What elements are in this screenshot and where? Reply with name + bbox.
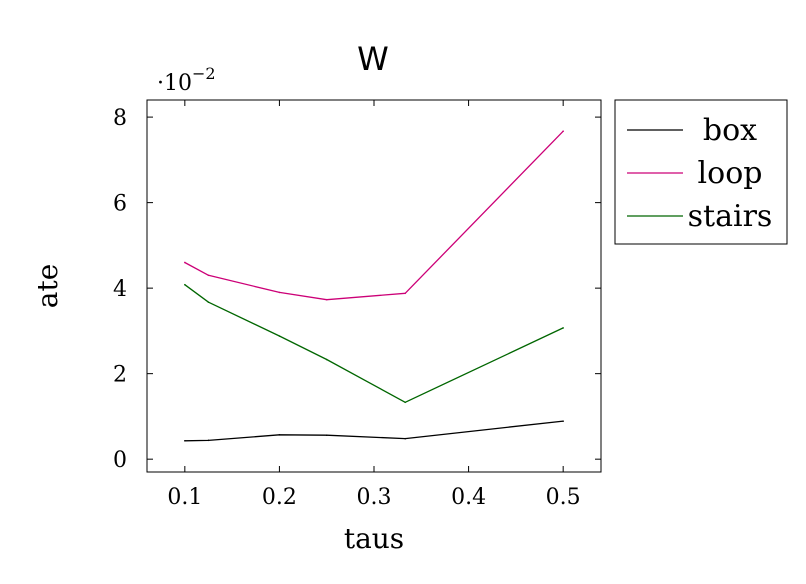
data-point-box bbox=[562, 420, 564, 422]
y-tick-label: 8 bbox=[113, 106, 127, 131]
data-point-stairs bbox=[325, 358, 328, 361]
data-point-loop bbox=[404, 292, 407, 295]
data-point-loop bbox=[184, 261, 186, 264]
legend-label-loop: loop bbox=[698, 156, 763, 191]
data-point-box bbox=[404, 437, 407, 440]
x-tick-label: 0.5 bbox=[546, 485, 581, 510]
data-point-box bbox=[278, 434, 281, 436]
y-tick-label: 6 bbox=[113, 192, 127, 217]
plot-frame bbox=[146, 99, 602, 473]
data-point-loop bbox=[207, 274, 210, 277]
series-line-box bbox=[184, 420, 564, 442]
data-point-box bbox=[207, 439, 210, 442]
x-tick-label: 0.4 bbox=[451, 485, 486, 510]
y-axis-title: ate bbox=[31, 264, 64, 309]
y-axis-scale-factor: ·10−2 bbox=[157, 64, 216, 96]
series-line-loop bbox=[184, 130, 564, 301]
y-axis-ticks: 0 2 4 6 8 bbox=[113, 106, 601, 473]
x-tick-label: 0.1 bbox=[167, 485, 202, 510]
y-tick-label: 2 bbox=[113, 363, 127, 388]
series-lines bbox=[184, 130, 564, 442]
data-point-box bbox=[184, 439, 186, 442]
data-point-loop bbox=[325, 298, 328, 301]
legend: box loop stairs bbox=[614, 99, 788, 245]
data-point-box bbox=[325, 434, 328, 437]
y-axis-scale-prefix: ·10 bbox=[157, 71, 192, 96]
x-tick-label: 0.3 bbox=[357, 485, 392, 510]
x-axis-ticks: 0.1 0.2 0.3 0.4 0.5 bbox=[167, 100, 581, 510]
series-line-stairs bbox=[184, 284, 564, 403]
data-point-stairs bbox=[184, 283, 186, 286]
data-point-stairs bbox=[562, 327, 564, 329]
legend-label-box: box bbox=[703, 113, 757, 148]
y-tick-label: 0 bbox=[113, 448, 127, 473]
y-tick-label: 4 bbox=[113, 277, 127, 302]
x-tick-label: 0.2 bbox=[262, 485, 297, 510]
y-axis-scale-exponent: −2 bbox=[192, 64, 216, 83]
data-point-loop bbox=[278, 291, 281, 294]
data-point-stairs bbox=[278, 335, 281, 337]
legend-box bbox=[614, 99, 788, 245]
data-point-stairs bbox=[404, 401, 407, 404]
x-axis-title: taus bbox=[344, 522, 404, 555]
data-point-stairs bbox=[207, 301, 210, 304]
chart-title: W bbox=[357, 40, 389, 78]
data-point-loop bbox=[562, 130, 564, 133]
legend-label-stairs: stairs bbox=[688, 199, 773, 234]
